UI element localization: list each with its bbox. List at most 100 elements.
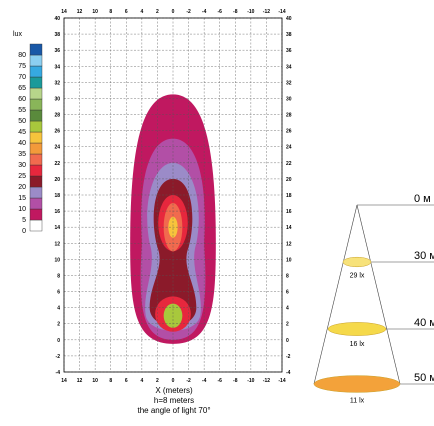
x-tick-bottom-14: 14: [61, 378, 67, 384]
legend-swatch-65: [29, 76, 43, 89]
x-tick-top--4: -4: [202, 9, 207, 15]
x-tick-bottom--2: -2: [186, 378, 191, 384]
legend-label-10: 10: [18, 206, 26, 213]
x-tick-top-12: 12: [77, 9, 83, 15]
y-tick-right-12: 12: [286, 241, 292, 247]
y-tick-right-6: 6: [286, 290, 289, 296]
cone-ellipse-3: [313, 375, 401, 393]
cone-distance-label-3: 50 м: [414, 372, 434, 384]
legend-label-15: 15: [18, 195, 26, 202]
legend-label-5: 5: [22, 217, 26, 224]
legend-label-25: 25: [18, 173, 26, 180]
cone-lux-label-3: 11 lx: [350, 398, 365, 405]
y-tick-left-38: 38: [54, 32, 60, 38]
legend-swatch-50: [29, 109, 43, 122]
y-tick-left-16: 16: [54, 209, 60, 215]
legend-label-80: 80: [18, 52, 26, 59]
y-tick-right-22: 22: [286, 161, 292, 167]
x-tick-top--14: -14: [278, 9, 285, 15]
x-tick-bottom--6: -6: [217, 378, 222, 384]
y-tick-right-20: 20: [286, 177, 292, 183]
legend-swatch-0: [29, 219, 43, 232]
legend-swatch-30: [29, 153, 43, 166]
axis-ticks: 1414121210108866442200-2-2-4-4-6-6-8-8-1…: [54, 9, 291, 384]
x-tick-top--10: -10: [247, 9, 254, 15]
legend-label-70: 70: [18, 74, 26, 81]
cone-right-edge: [356, 204, 401, 385]
y-tick-left-18: 18: [54, 193, 60, 199]
x-tick-bottom-10: 10: [92, 378, 98, 384]
light-cone-diagram: 0 м 30 м 29 lx 40 м 16 lx 50 м 11 lx: [313, 193, 434, 405]
y-tick-left-14: 14: [54, 225, 60, 231]
y-tick-right-14: 14: [286, 225, 292, 231]
legend-label-75: 75: [18, 63, 26, 70]
y-tick-right-16: 16: [286, 209, 292, 215]
y-tick-right-26: 26: [286, 129, 292, 135]
y-tick-right--2: -2: [286, 354, 291, 360]
cone-lux-label-2: 16 lx: [350, 341, 365, 348]
x-tick-top-6: 6: [125, 9, 128, 15]
legend-label-0: 0: [22, 228, 26, 235]
x-tick-bottom--12: -12: [263, 378, 270, 384]
cone-distance-label-0: 0 м: [414, 193, 431, 205]
legend-swatch-20: [29, 175, 43, 188]
y-tick-left-0: 0: [57, 338, 60, 344]
y-tick-left-2: 2: [57, 322, 60, 328]
y-tick-left-22: 22: [54, 161, 60, 167]
y-tick-right-30: 30: [286, 96, 292, 102]
legend-swatch-80: [29, 43, 43, 56]
y-tick-right--4: -4: [286, 370, 291, 376]
y-tick-right-8: 8: [286, 273, 289, 279]
legend-label-45: 45: [18, 129, 26, 136]
x-tick-top-2: 2: [156, 9, 159, 15]
legend-label-60: 60: [18, 96, 26, 103]
y-tick-left-28: 28: [54, 113, 60, 119]
x-tick-top-10: 10: [92, 9, 98, 15]
subtitle-height: h=8 meters: [154, 396, 194, 405]
legend-swatch-15: [29, 186, 43, 199]
legend-label-55: 55: [18, 107, 26, 114]
y-tick-left--2: -2: [56, 354, 61, 360]
y-tick-left-32: 32: [54, 80, 60, 86]
legend-swatch-55: [29, 98, 43, 111]
x-tick-bottom--4: -4: [202, 378, 207, 384]
y-tick-left-4: 4: [57, 306, 60, 312]
x-tick-bottom-0: 0: [172, 378, 175, 384]
y-tick-right-10: 10: [286, 257, 292, 263]
y-tick-left-8: 8: [57, 273, 60, 279]
legend-swatch-5: [29, 208, 43, 221]
x-tick-top--2: -2: [186, 9, 191, 15]
y-tick-right-36: 36: [286, 48, 292, 54]
legend-swatch-60: [29, 87, 43, 100]
plot-frame: [63, 17, 283, 373]
x-tick-top-8: 8: [109, 9, 112, 15]
y-tick-right-38: 38: [286, 32, 292, 38]
legend-swatch-70: [29, 65, 43, 78]
y-tick-right-32: 32: [286, 80, 292, 86]
y-tick-left-30: 30: [54, 96, 60, 102]
legend-swatch-35: [29, 142, 43, 155]
y-tick-left-12: 12: [54, 241, 60, 247]
x-tick-top--8: -8: [233, 9, 238, 15]
x-tick-bottom-2: 2: [156, 378, 159, 384]
x-tick-bottom--8: -8: [233, 378, 238, 384]
legend: lux 0 5 10 15 20 25 30 35 40 45 50 55 60 65 70 75 80: [13, 31, 43, 235]
y-tick-left--4: -4: [56, 370, 61, 376]
legend-label-20: 20: [18, 184, 26, 191]
y-tick-right-18: 18: [286, 193, 292, 199]
legend-label-65: 65: [18, 85, 26, 92]
y-tick-left-6: 6: [57, 290, 60, 296]
x-tick-bottom--10: -10: [247, 378, 254, 384]
y-tick-left-34: 34: [54, 64, 60, 70]
x-tick-bottom-12: 12: [77, 378, 83, 384]
y-tick-left-10: 10: [54, 257, 60, 263]
subtitle-angle: the angle of light 70°: [137, 406, 210, 415]
x-tick-bottom-6: 6: [125, 378, 128, 384]
x-tick-bottom-8: 8: [109, 378, 112, 384]
legend-label-40: 40: [18, 140, 26, 147]
legend-title: lux: [13, 31, 22, 38]
legend-label-35: 35: [18, 151, 26, 158]
y-tick-right-24: 24: [286, 145, 292, 151]
x-tick-top-14: 14: [61, 9, 67, 15]
x-axis-label: X (meters): [155, 386, 193, 395]
